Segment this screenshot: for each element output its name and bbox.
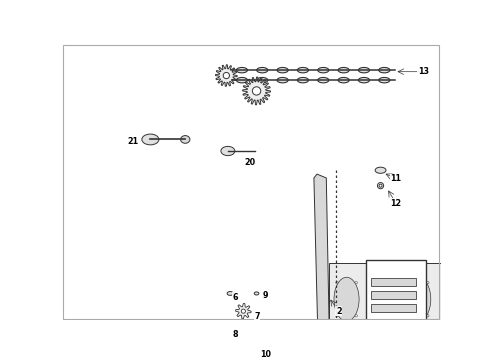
Circle shape [443,282,445,284]
Ellipse shape [405,345,431,360]
Circle shape [427,315,429,317]
Text: 13: 13 [417,67,429,76]
Polygon shape [216,65,237,86]
Text: 9: 9 [263,291,269,300]
Ellipse shape [441,277,466,321]
Bar [371,291,416,299]
Circle shape [408,282,410,284]
Ellipse shape [318,77,329,83]
Ellipse shape [379,77,390,83]
Ellipse shape [406,277,431,321]
Circle shape [336,282,338,284]
Bar [371,320,409,336]
Bar [371,304,416,312]
Text: 20: 20 [244,158,255,167]
Circle shape [223,72,229,78]
Ellipse shape [358,67,369,73]
Bar [329,263,472,336]
Ellipse shape [334,277,359,321]
Ellipse shape [338,67,349,73]
Circle shape [252,87,261,95]
Circle shape [371,315,374,317]
Text: 2: 2 [336,307,342,316]
Ellipse shape [277,77,288,83]
Ellipse shape [375,167,386,173]
Ellipse shape [318,67,329,73]
Ellipse shape [358,77,369,83]
Ellipse shape [297,77,309,83]
Text: 12: 12 [391,199,402,208]
Text: 11: 11 [391,174,401,183]
Ellipse shape [142,134,159,145]
Ellipse shape [254,292,259,295]
Bar [366,260,426,349]
Ellipse shape [236,77,247,83]
Circle shape [355,282,357,284]
Circle shape [371,282,374,284]
Ellipse shape [221,147,235,156]
Circle shape [241,309,245,313]
Ellipse shape [181,136,190,143]
Polygon shape [243,77,270,105]
Ellipse shape [369,345,395,360]
Ellipse shape [441,345,467,360]
Ellipse shape [257,67,268,73]
Text: 6: 6 [233,293,238,302]
Ellipse shape [370,277,395,321]
Circle shape [355,315,357,317]
Text: 21: 21 [127,137,138,146]
Circle shape [408,315,410,317]
Ellipse shape [236,67,247,73]
Ellipse shape [338,77,349,83]
Circle shape [391,282,393,284]
Circle shape [336,315,338,317]
Ellipse shape [254,330,259,333]
Ellipse shape [334,345,360,360]
Text: 8: 8 [233,330,239,339]
Bar [329,342,472,360]
Ellipse shape [379,67,390,73]
Circle shape [443,315,445,317]
Ellipse shape [297,67,309,73]
Polygon shape [348,343,356,360]
Ellipse shape [277,67,288,73]
Bar [371,278,416,286]
Ellipse shape [257,77,268,83]
Text: 7: 7 [255,312,260,321]
Polygon shape [236,303,251,319]
Ellipse shape [227,292,233,295]
Polygon shape [314,174,331,360]
Ellipse shape [240,308,246,314]
Ellipse shape [227,328,233,332]
Text: 10: 10 [260,350,271,359]
Circle shape [463,282,465,284]
Circle shape [391,315,393,317]
Circle shape [427,282,429,284]
Circle shape [463,315,465,317]
